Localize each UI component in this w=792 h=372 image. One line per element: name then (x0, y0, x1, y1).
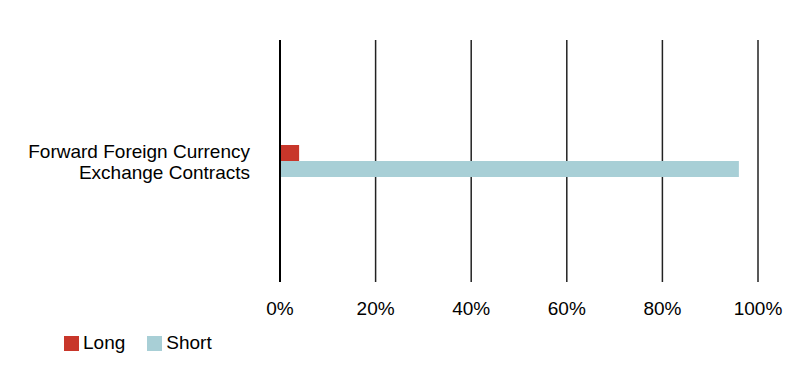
svg-text:40%: 40% (452, 298, 490, 319)
html-text:Long: Long (83, 332, 126, 353)
svg-text:0%: 0% (266, 298, 294, 319)
svg-text:Forward Foreign CurrencyExchan: Forward Foreign CurrencyExchange Contrac… (28, 140, 250, 182)
svg-text:60%: 60% (548, 298, 586, 319)
svg-text:80%: 80% (643, 298, 681, 319)
svg-text:100%: 100% (734, 298, 783, 319)
html-text:Short: Short (166, 332, 212, 353)
svg-text:20%: 20% (357, 298, 395, 319)
